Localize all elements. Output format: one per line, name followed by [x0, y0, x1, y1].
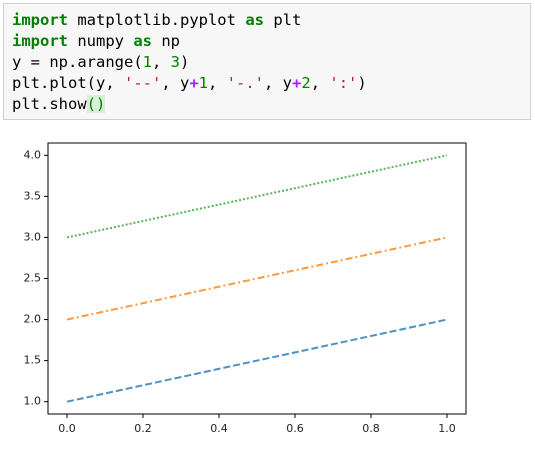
- code-token: ): [357, 74, 367, 92]
- code-line: import numpy as np: [12, 32, 180, 50]
- number: 2: [301, 74, 311, 92]
- string: '-.': [226, 74, 264, 92]
- x-tick-label: 0.0: [58, 422, 76, 435]
- code-token: ,: [152, 53, 171, 71]
- code-token: , y: [161, 74, 190, 92]
- code-token: , y: [264, 74, 292, 92]
- bracket: (): [86, 95, 106, 113]
- string: ':': [329, 74, 358, 92]
- code-line: plt.show(): [12, 95, 106, 113]
- series-line: [66, 318, 448, 403]
- axes-frame: [47, 142, 467, 415]
- operator: +: [292, 74, 302, 92]
- y-tick-label: 2.5: [24, 272, 42, 285]
- code: import matplotlib.pyplot as plt import n…: [12, 10, 367, 115]
- x-tick-label: 0.8: [362, 422, 380, 435]
- x-tick-label: 0.4: [210, 422, 228, 435]
- code-token: plt.plot(y,: [12, 74, 124, 92]
- x-tick-label: 0.2: [134, 422, 152, 435]
- code-token: np: [152, 32, 180, 50]
- code-line: y = np.arange(1, 3): [12, 53, 189, 71]
- operator: +: [189, 74, 199, 92]
- code-token: y = np.arange(: [12, 53, 143, 71]
- code-line: plt.plot(y, '--', y+1, '-.', y+2, ':'): [12, 74, 367, 92]
- y-tick-label: 2.0: [24, 313, 42, 326]
- y-tick-label: 4.0: [24, 148, 42, 161]
- code-cell[interactable]: import matplotlib.pyplot as plt import n…: [3, 3, 531, 120]
- code-token: matplotlib.pyplot: [68, 11, 246, 29]
- y-tick-label: 3.5: [24, 189, 42, 202]
- string: '--': [123, 74, 162, 92]
- series-line: [66, 154, 448, 239]
- x-tick-label: 0.6: [286, 422, 304, 435]
- code-token: ,: [310, 74, 330, 92]
- y-tick-label: 1.5: [24, 354, 42, 367]
- code-token: ): [180, 53, 190, 71]
- code-token: ,: [208, 74, 227, 92]
- y-tick-label: 1.0: [24, 395, 42, 408]
- number: 1: [198, 74, 208, 92]
- number: 1: [142, 53, 152, 71]
- keyword: as: [245, 11, 264, 29]
- code-token: numpy: [68, 32, 134, 50]
- keyword: import: [12, 11, 68, 29]
- keyword: as: [133, 32, 152, 50]
- number: 3: [170, 53, 181, 71]
- series-line: [66, 236, 448, 321]
- keyword: import: [12, 32, 68, 50]
- code-token: plt.show: [12, 95, 87, 113]
- x-tick-label: 1.0: [438, 422, 456, 435]
- y-tick-label: 3.0: [24, 230, 42, 243]
- code-line: import matplotlib.pyplot as plt: [12, 11, 301, 29]
- code-token: plt: [263, 11, 302, 29]
